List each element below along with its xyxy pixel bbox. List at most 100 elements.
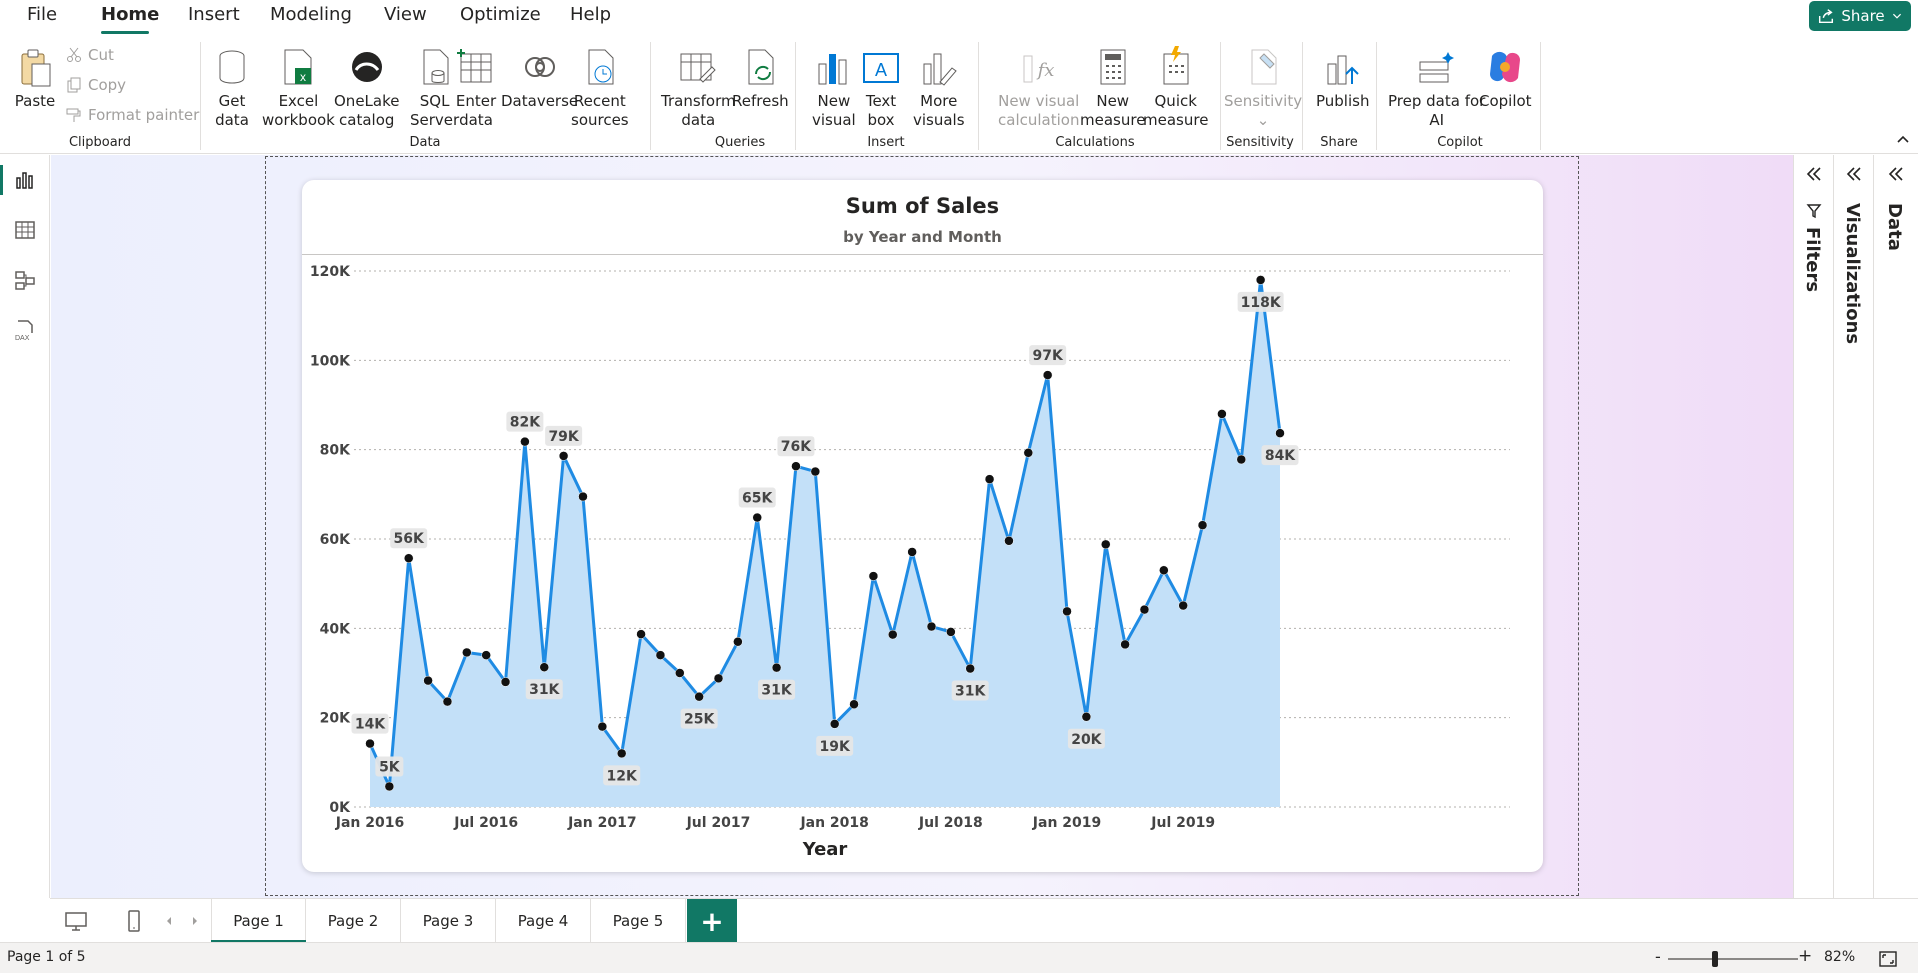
sensitivity-label-icon: [1251, 49, 1277, 85]
publish-button[interactable]: Publish: [1316, 46, 1369, 111]
visualizations-pane[interactable]: Visualizations: [1833, 155, 1873, 898]
chevron-left-icon[interactable]: [162, 909, 176, 933]
text-box-icon: A: [863, 53, 899, 83]
menu-insert[interactable]: Insert: [188, 4, 240, 25]
report-view-icon[interactable]: [13, 168, 37, 192]
mobile-layout-icon[interactable]: [122, 909, 146, 933]
data-label: 79K: [548, 429, 579, 445]
data-point: [384, 781, 395, 792]
x-tick-label: Jan 2017: [567, 815, 636, 831]
cut-button[interactable]: Cut: [66, 46, 114, 64]
filters-pane[interactable]: Filters: [1793, 155, 1833, 898]
transform-data-button[interactable]: Transform data: [661, 46, 736, 130]
new-visual-button[interactable]: New visual: [812, 46, 856, 130]
menu-modeling[interactable]: Modeling: [270, 4, 352, 25]
data-label: 31K: [529, 682, 560, 698]
page-tab-5[interactable]: Page 5: [591, 899, 686, 943]
menu-home[interactable]: Home: [101, 4, 160, 25]
data-label-background: [738, 487, 776, 508]
menu-file[interactable]: File: [27, 4, 58, 25]
dax-query-view-icon[interactable]: DAX: [13, 318, 37, 342]
data-point: [1159, 565, 1169, 576]
zoom-slider[interactable]: [1668, 958, 1798, 960]
new-visual-label-2: visual: [812, 111, 856, 129]
get-data-button[interactable]: Get data: [211, 46, 253, 130]
data-point: [1023, 448, 1034, 458]
ribbon: Paste Cut Copy Format painter Clipboard …: [0, 36, 1918, 154]
new-measure-button[interactable]: New measure: [1080, 46, 1145, 130]
onelake-label-2: catalog: [339, 111, 395, 129]
onelake-catalog-button[interactable]: OneLake catalog: [334, 46, 399, 130]
chevron-double-left-icon[interactable]: [1845, 165, 1863, 183]
paste-button[interactable]: Paste: [14, 46, 56, 111]
area-chart-visual[interactable]: Sum of Sales by Year and Month 14K 5K 56K 8…: [302, 180, 1543, 872]
refresh-label: Refresh: [732, 92, 789, 110]
format-painter-button[interactable]: Format painter: [66, 106, 199, 124]
data-point: [1178, 600, 1188, 611]
page-tab-2[interactable]: Page 2: [306, 899, 401, 943]
sql-server-button[interactable]: SQL Server: [410, 46, 459, 130]
data-point: [713, 673, 724, 684]
visualizations-pane-label: Visualizations: [1842, 203, 1863, 345]
onelake-icon: [351, 52, 382, 82]
data-point: [1275, 428, 1285, 438]
recent-sources-button[interactable]: Recent sources: [571, 46, 629, 130]
menu-optimize[interactable]: Optimize: [460, 4, 541, 25]
model-view-icon[interactable]: [13, 268, 37, 292]
enter-data-button[interactable]: Enter data: [455, 46, 497, 130]
data-pane[interactable]: Data: [1873, 155, 1918, 898]
more-visuals-label-2: visuals: [913, 111, 965, 129]
excel-icon: x: [284, 49, 312, 85]
data-point: [1139, 604, 1150, 615]
get-data-label-2: data: [215, 111, 249, 129]
chevron-double-left-icon[interactable]: [1805, 165, 1823, 183]
chevron-up-icon[interactable]: [1896, 132, 1910, 146]
zoom-in-button[interactable]: +: [1798, 946, 1813, 966]
y-tick-label: 60K: [320, 532, 351, 548]
page-tab-4[interactable]: Page 4: [496, 899, 591, 943]
table-view-icon[interactable]: [13, 218, 37, 242]
chevron-right-icon[interactable]: [188, 909, 202, 933]
more-visuals-button[interactable]: More visuals: [913, 46, 965, 130]
data-point: [810, 466, 821, 477]
prep-data-for-ai-button[interactable]: Prep data for AI: [1388, 46, 1485, 130]
fit-to-page-icon[interactable]: [1878, 949, 1898, 969]
dataverse-button[interactable]: Dataverse: [501, 46, 578, 111]
copilot-button[interactable]: Copilot: [1479, 46, 1532, 111]
page-tab-1[interactable]: Page 1: [211, 899, 306, 943]
share-button[interactable]: Share: [1809, 1, 1911, 31]
zoom-out-button[interactable]: -: [1655, 947, 1661, 966]
page-count-status: Page 1 of 5: [7, 949, 86, 965]
sql-label-2: Server: [410, 111, 460, 129]
chevron-down-icon: ⌄: [1256, 111, 1270, 129]
refresh-button[interactable]: Refresh: [732, 46, 789, 111]
chevron-double-left-icon[interactable]: [1887, 165, 1905, 183]
data-point: [1255, 275, 1266, 285]
copy-button[interactable]: Copy: [66, 76, 126, 94]
data-point: [1197, 520, 1208, 530]
quick-measure-button[interactable]: Quick measure: [1143, 46, 1208, 130]
menu-view[interactable]: View: [384, 4, 427, 25]
copy-icon: [67, 77, 81, 93]
zoom-slider-thumb[interactable]: [1711, 951, 1718, 967]
data-label-background: [1237, 291, 1284, 312]
text-box-button[interactable]: A Text box: [860, 46, 902, 130]
series-line: [368, 278, 1282, 788]
new-visual-calculation-button[interactable]: fx New visual calculation: [998, 46, 1079, 130]
data-label-background: [951, 680, 989, 701]
menu-help[interactable]: Help: [570, 4, 612, 25]
share-icon: [1819, 9, 1834, 24]
data-label: 65K: [742, 491, 773, 507]
data-point: [442, 696, 453, 707]
function-icon: fx: [1023, 55, 1054, 83]
sensitivity-button-label: Sensitivity: [1224, 92, 1303, 110]
text-box-label-2: box: [867, 111, 895, 129]
excel-workbook-button[interactable]: x Excel workbook: [262, 46, 335, 130]
add-page-button[interactable]: +: [687, 899, 737, 943]
desktop-layout-icon[interactable]: [64, 909, 88, 933]
new-visual-calc-label-1: New visual: [998, 92, 1080, 110]
data-point: [403, 553, 414, 563]
x-tick-label: Jan 2018: [799, 815, 868, 831]
page-tab-3[interactable]: Page 3: [401, 899, 496, 943]
sensitivity-button[interactable]: Sensitivity ⌄: [1224, 46, 1302, 130]
